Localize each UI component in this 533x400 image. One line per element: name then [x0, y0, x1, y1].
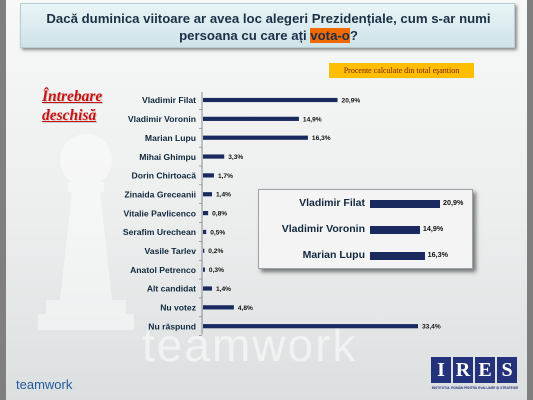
inset-row: Vladimir Filat 20,9% [259, 193, 472, 213]
ires-subtitle: INSTITUTUL ROMÂN PENTRU EVALUARE ŞI STRA… [431, 386, 519, 390]
ires-letter: E [475, 357, 495, 383]
value-label: 14,9% [303, 116, 322, 123]
bar-chart: Vladimir Filat 20,9% Vladimir Voronin 14,9%… [123, 92, 441, 336]
bar [203, 192, 213, 197]
ires-letter: S [497, 357, 517, 383]
value-label: 3,3% [228, 154, 243, 161]
percent-note: Procente calculate din total eşantion [329, 63, 474, 78]
value-label: 1,4% [216, 286, 231, 293]
category-label: Vasile Tarlev [145, 246, 197, 256]
inset-top-three: Vladimir Filat 20,9% Vladimir Voronin 14,9%… [258, 189, 473, 269]
value-label: 0,8% [212, 211, 227, 218]
value-label: 16,3% [312, 135, 331, 142]
inset-row: Marian Lupu 16,3% [259, 245, 472, 265]
chess-piece-decoration [38, 134, 134, 330]
inset-value-label: 16,3% [427, 250, 448, 259]
inset-category-label: Vladimir Filat [299, 197, 365, 209]
category-label: Dorin Chirtoacă [132, 171, 197, 181]
category-label: Zinaida Greceanii [124, 189, 196, 199]
question-title: Dacă duminica viitoare ar avea loc alege… [41, 10, 496, 44]
inset-category-label: Vladimir Voronin [281, 223, 365, 235]
question-title-box: Dacă duminica viitoare ar avea loc alege… [20, 3, 515, 48]
question-type-label: Întrebare deschisă [42, 87, 102, 125]
ires-letter: I [431, 357, 451, 383]
category-label: Vladimir Filat [142, 95, 196, 105]
value-label: 20,9% [342, 97, 361, 104]
category-label: Serafim Urechean [123, 227, 196, 237]
category-label: Vitalie Pavlicenco [124, 208, 196, 218]
inset-bar [370, 200, 440, 208]
value-label: 0,2% [208, 248, 223, 255]
title-part-1: Dacă duminica viitoare ar avea loc alege… [46, 11, 491, 26]
value-label: 33,4% [422, 324, 441, 331]
category-label: Alt candidat [147, 284, 196, 294]
bar [203, 154, 225, 159]
category-label: Vladimir Voronin [128, 114, 196, 124]
ires-letter: R [453, 357, 473, 383]
question-type-line-2: deschisă [42, 107, 97, 124]
category-label: Nu răspund [148, 321, 196, 331]
slide: teamwork Dacă duminica viitoare ar avea … [6, 0, 527, 400]
inset-category-label: Marian Lupu [302, 249, 365, 261]
bar [203, 173, 214, 178]
bar [203, 116, 299, 121]
bar [203, 286, 213, 291]
bar [203, 248, 205, 253]
category-label: Nu votez [160, 303, 196, 313]
question-type-line-1: Întrebare [42, 88, 103, 105]
value-label: 4,8% [238, 305, 253, 312]
bar [203, 229, 207, 235]
ires-logo: I R E S INSTITUTUL ROMÂN PENTRU EVALUARE… [431, 357, 519, 393]
bar [203, 135, 308, 140]
bar [203, 97, 338, 103]
title-highlight: vota-o [310, 28, 350, 43]
category-label: Mihai Ghimpu [139, 152, 196, 162]
bar [203, 324, 418, 329]
value-label: 1,7% [218, 173, 233, 180]
teamwork-logo: teamwork [16, 377, 73, 392]
title-part-2: persoana cu care ați [179, 28, 311, 43]
inset-bar [370, 252, 425, 260]
title-part-3: ? [349, 28, 358, 43]
inset-bar [370, 226, 420, 234]
inset-value-label: 20,9% [443, 198, 464, 207]
inset-row: Vladimir Voronin 14,9% [259, 219, 472, 239]
bar [203, 211, 209, 216]
inset-value-label: 14,9% [422, 224, 444, 233]
bar [203, 267, 205, 272]
value-label: 0,5% [210, 229, 225, 236]
value-label: 0,3% [209, 267, 224, 274]
category-label: Anatol Petrenco [130, 265, 196, 275]
category-label: Marian Lupu [145, 133, 196, 143]
value-label: 1,4% [216, 192, 231, 199]
bar [203, 305, 234, 310]
